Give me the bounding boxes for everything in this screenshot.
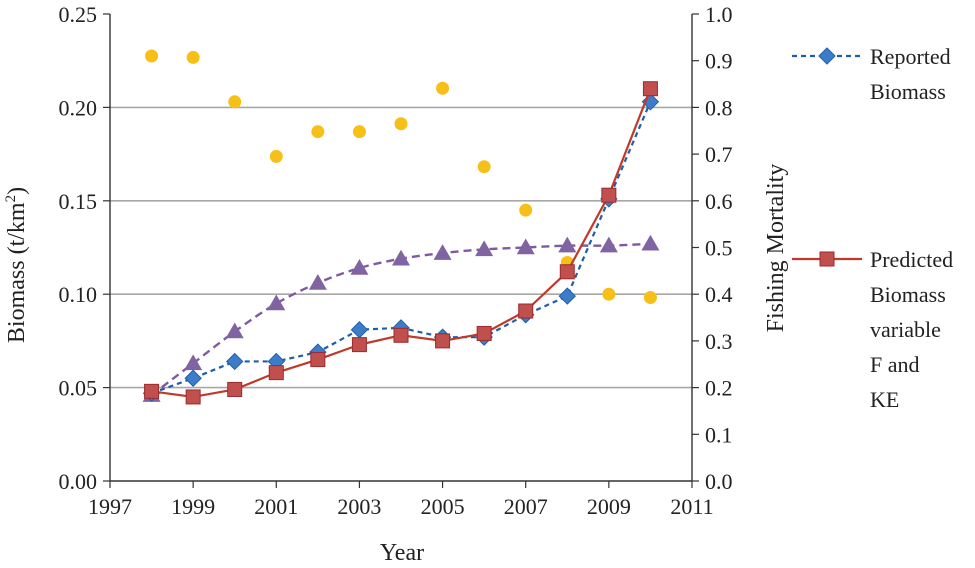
legend-item-1: Predicted Biomass variable F and KE xyxy=(792,247,953,412)
y2-tick-label: 0.7 xyxy=(705,142,733,167)
series-1 xyxy=(144,81,658,405)
data-point-square xyxy=(144,383,160,399)
x-tick-label: 2005 xyxy=(421,494,465,519)
y2-axis-title: Fishing Mortality xyxy=(763,164,789,333)
data-point-triangle xyxy=(267,294,286,311)
data-point-circle xyxy=(519,203,533,217)
y-tick-label: 0.15 xyxy=(59,189,98,214)
y-axis-title-superscript: 2 xyxy=(3,195,19,203)
y2-tick-label: 1.0 xyxy=(705,2,733,27)
data-point-circle xyxy=(602,287,616,301)
y2-axis-ticks: 0.0 0.1 0.2 0.3 0.4 0.5 0.6 0.7 0.8 0.9 1.0 xyxy=(692,2,733,494)
data-point-circle xyxy=(643,290,657,304)
data-point-square xyxy=(642,81,658,97)
legend-label: F and xyxy=(870,352,920,377)
data-point-triangle xyxy=(641,234,660,251)
legend-label: Biomass xyxy=(870,79,946,104)
y-tick-label: 0.20 xyxy=(59,95,98,120)
x-tick-label: 1997 xyxy=(88,494,132,519)
data-point-square xyxy=(268,365,284,381)
data-point-square xyxy=(601,187,617,203)
legend-label: Predicted xyxy=(870,247,953,272)
x-axis-title: Year xyxy=(380,540,424,566)
series-line xyxy=(151,88,652,399)
series-layer xyxy=(142,49,660,405)
legend-item-0: Reported Biomass xyxy=(792,44,951,104)
y2-tick-label: 0.2 xyxy=(705,376,733,401)
data-point-circle xyxy=(436,81,450,95)
data-point-circle xyxy=(394,117,408,131)
data-point-square xyxy=(351,337,367,353)
data-point-circle xyxy=(228,95,242,109)
data-point-triangle xyxy=(516,238,535,255)
legend-marker-square xyxy=(819,251,835,267)
x-tick-label: 1999 xyxy=(171,494,215,519)
data-point-triangle xyxy=(558,236,577,253)
y2-tick-label: 0.4 xyxy=(705,282,733,307)
y-tick-label: 0.25 xyxy=(59,2,98,27)
gridlines xyxy=(110,106,692,389)
y2-tick-label: 0.9 xyxy=(705,49,733,74)
data-point-circle xyxy=(352,125,366,139)
legend-label: Reported xyxy=(870,44,951,69)
data-point-triangle xyxy=(392,249,410,266)
series-line xyxy=(151,101,652,395)
y2-tick-label: 0.8 xyxy=(705,95,733,120)
y-axis-title: Biomass (t/km2) xyxy=(3,187,30,343)
y-tick-label: 0.05 xyxy=(59,376,98,401)
data-point-circle xyxy=(311,125,325,139)
data-point-diamond xyxy=(226,352,244,371)
x-tick-label: 2003 xyxy=(337,494,381,519)
data-point-triangle xyxy=(599,236,618,253)
y-axis-ticks: 0.00 0.05 0.10 0.15 0.20 0.25 xyxy=(59,2,110,494)
data-point-circle xyxy=(186,50,200,64)
data-point-square xyxy=(393,327,409,343)
legend-label: variable xyxy=(870,317,941,342)
data-point-diamond xyxy=(350,320,369,339)
data-point-triangle xyxy=(225,322,244,339)
data-point-diamond xyxy=(184,369,202,387)
y2-tick-label: 0.3 xyxy=(705,329,733,354)
data-point-circle xyxy=(145,49,159,63)
data-point-square xyxy=(227,381,243,397)
y2-tick-label: 0.5 xyxy=(705,236,733,261)
y-axis-title-end: ) xyxy=(4,187,30,195)
data-point-square xyxy=(310,352,326,368)
series-3 xyxy=(145,49,657,304)
y-axis-title-main: Biomass (t/km xyxy=(4,202,30,343)
data-point-triangle xyxy=(184,354,203,371)
y2-tick-label: 0.1 xyxy=(705,422,733,447)
y2-tick-label: 0.6 xyxy=(705,189,733,214)
data-point-triangle xyxy=(308,273,327,290)
x-tick-label: 2009 xyxy=(587,494,631,519)
data-point-triangle xyxy=(350,259,369,275)
x-tick-label: 2007 xyxy=(504,494,548,519)
legend-label: Biomass xyxy=(870,282,946,307)
data-point-square xyxy=(518,303,534,319)
y2-tick-label: 0.0 xyxy=(705,469,733,494)
y-tick-label: 0.10 xyxy=(59,282,98,307)
data-point-square xyxy=(476,325,492,341)
legend-marker-diamond xyxy=(818,47,836,65)
data-point-square xyxy=(185,389,201,405)
data-point-circle xyxy=(269,149,283,163)
legend-label: KE xyxy=(870,387,899,412)
x-tick-label: 2011 xyxy=(670,494,713,519)
data-point-circle xyxy=(477,160,491,174)
data-point-square xyxy=(435,333,451,349)
y-tick-label: 0.00 xyxy=(59,469,98,494)
x-axis-ticks: 1997 1999 2001 2003 2005 2007 2009 2011 xyxy=(88,481,714,519)
x-tick-label: 2001 xyxy=(254,494,298,519)
data-point-diamond xyxy=(558,287,576,305)
data-point-triangle xyxy=(475,240,494,257)
data-point-square xyxy=(559,264,575,280)
data-point-triangle xyxy=(433,244,452,260)
legend: Reported Biomass Predicted Biomass variable F… xyxy=(792,44,953,412)
